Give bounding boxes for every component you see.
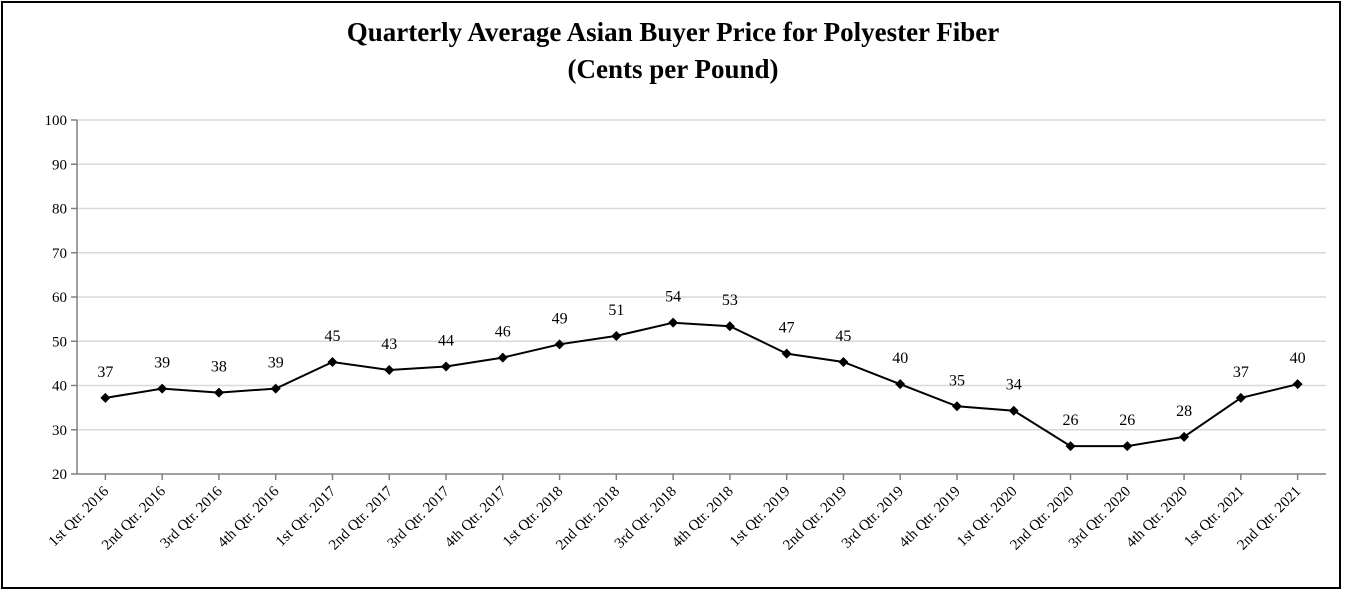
data-label: 47 — [779, 320, 795, 337]
data-point-marker — [100, 392, 111, 403]
data-point-marker — [497, 352, 508, 363]
data-point-marker — [668, 317, 679, 328]
chart-title: Quarterly Average Asian Buyer Price for … — [346, 17, 1000, 47]
data-point-marker — [1179, 431, 1190, 442]
data-point-marker — [213, 387, 224, 398]
data-point-marker — [724, 321, 735, 332]
data-point-marker — [157, 383, 168, 394]
y-tick-label: 50 — [52, 334, 67, 350]
data-point-marker — [611, 330, 622, 341]
y-tick-label: 30 — [52, 423, 67, 439]
data-point-marker — [1008, 405, 1019, 416]
data-label: 46 — [495, 324, 511, 341]
data-label: 26 — [1063, 412, 1079, 429]
y-tick-label: 20 — [52, 467, 67, 483]
data-label: 53 — [722, 292, 738, 309]
data-label: 26 — [1119, 412, 1135, 429]
data-point-marker — [270, 383, 281, 394]
data-point-marker — [1122, 441, 1133, 452]
data-point-marker — [895, 379, 906, 390]
x-tick-label: 4th Qtr. 2018 — [669, 484, 737, 552]
data-label: 51 — [608, 302, 624, 319]
data-label: 34 — [1006, 377, 1022, 394]
gridlines — [77, 119, 1326, 431]
data-point-marker — [554, 339, 565, 350]
y-tick-label: 60 — [52, 290, 67, 306]
data-point-marker — [781, 348, 792, 359]
data-label: 39 — [268, 355, 284, 372]
data-point-marker — [1235, 392, 1246, 403]
chart-subtitle: (Cents per Pound) — [567, 54, 779, 84]
data-label: 40 — [892, 350, 908, 367]
y-tick-label: 40 — [52, 379, 67, 395]
data-label: 35 — [949, 372, 965, 389]
x-tick-label: 4th Qtr. 2017 — [442, 483, 510, 551]
data-point-marker — [1065, 441, 1076, 452]
data-labels: 37 39 38 39 45 43 44 46 49 51 54 53 47 45 40 35 34 26 26 28… — [97, 289, 1305, 429]
data-point-marker — [441, 361, 452, 372]
x-tick-label: 4th Qtr. 2016 — [215, 483, 283, 551]
data-label: 45 — [324, 328, 340, 345]
data-label: 28 — [1176, 403, 1192, 420]
series-markers — [100, 317, 1303, 452]
x-tick-label: 4th Qtr. 2019 — [896, 484, 964, 552]
series-line-layer — [105, 321, 1298, 448]
data-point-marker — [838, 357, 849, 368]
data-label: 45 — [835, 328, 851, 345]
data-label: 49 — [552, 310, 568, 327]
y-tick-label: 100 — [45, 113, 68, 129]
data-label: 54 — [665, 289, 681, 306]
data-label: 38 — [211, 359, 227, 376]
data-label: 37 — [97, 364, 113, 381]
data-point-marker — [327, 357, 338, 368]
y-tick-label: 70 — [52, 246, 67, 262]
data-point-marker — [951, 401, 962, 412]
series-line — [105, 321, 1298, 448]
data-label: 37 — [1233, 364, 1249, 381]
y-tick-label: 80 — [52, 202, 67, 218]
data-label: 44 — [438, 332, 454, 349]
x-tick-label: 4th Qtr. 2020 — [1123, 484, 1191, 552]
y-tick-label: 90 — [52, 157, 67, 173]
data-point-marker — [1292, 379, 1303, 390]
data-label: 43 — [381, 336, 397, 353]
data-point-marker — [384, 365, 395, 376]
data-label: 39 — [154, 355, 170, 372]
data-label: 40 — [1290, 350, 1306, 367]
